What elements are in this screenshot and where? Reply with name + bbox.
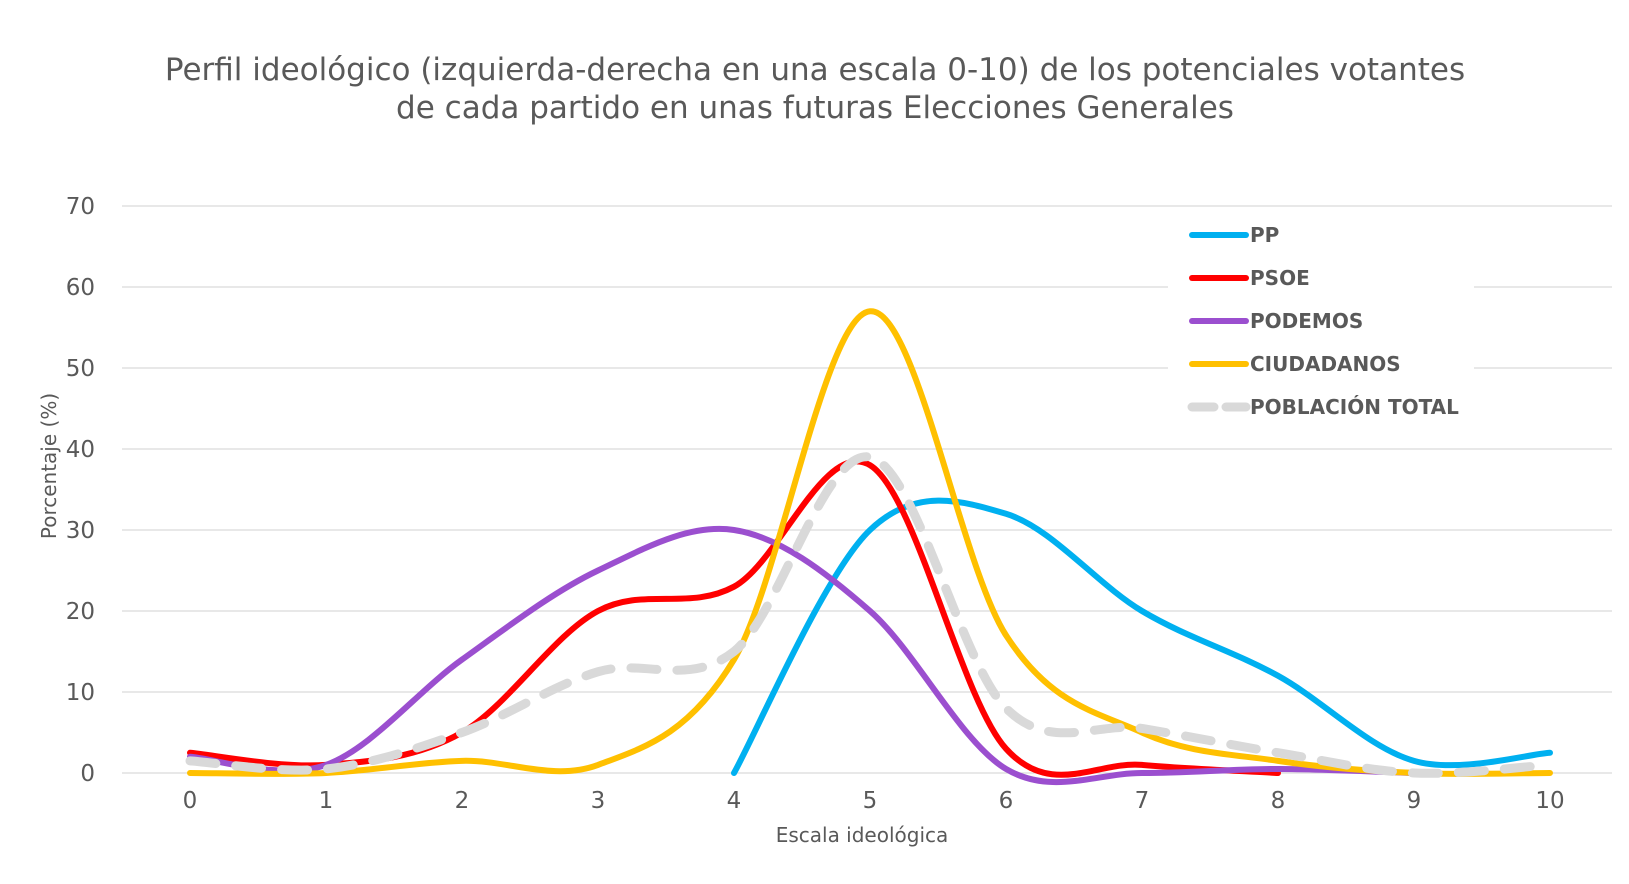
y-axis-ticks: 0 10 20 30 40 50 60 70 <box>66 194 95 787</box>
x-axis-ticks: 0 1 2 3 4 5 6 7 8 9 10 <box>183 788 1565 814</box>
legend-label-poblacion-total: POBLACIÓN TOTAL <box>1250 395 1459 419</box>
x-tick-label: 3 <box>591 788 606 814</box>
series-line-podemos <box>187 526 1417 786</box>
y-tick-label: 50 <box>66 356 95 382</box>
y-tick-label: 30 <box>66 518 95 544</box>
chart-title-line-1: Perfil ideológico (izquierda-derecha en … <box>165 52 1465 88</box>
x-tick-label: 6 <box>999 788 1014 814</box>
y-tick-label: 40 <box>66 437 95 463</box>
chart-title: Perfil ideológico (izquierda-derecha en … <box>165 52 1465 126</box>
series-line-pp <box>731 497 1553 776</box>
y-axis-title: Porcentaje (%) <box>37 393 61 539</box>
x-tick-label: 1 <box>319 788 334 814</box>
y-tick-label: 10 <box>66 680 95 706</box>
legend-label-ciudadanos: CIUDADANOS <box>1250 352 1401 376</box>
legend: PP PSOE PODEMOS CIUDADANOS POBLACIÓN TOTAL <box>1168 215 1474 425</box>
x-tick-label: 9 <box>1407 788 1422 814</box>
x-tick-label: 0 <box>183 788 198 814</box>
y-tick-label: 0 <box>80 761 95 787</box>
series-line-poblacion-total <box>185 452 1555 778</box>
legend-label-psoe: PSOE <box>1250 266 1310 290</box>
y-tick-label: 60 <box>66 275 95 301</box>
x-tick-label: 5 <box>863 788 878 814</box>
x-tick-label: 7 <box>1135 788 1150 814</box>
x-tick-label: 10 <box>1535 788 1564 814</box>
series-line-ciudadanos <box>187 308 1553 777</box>
series-lines <box>185 308 1555 786</box>
y-tick-label: 70 <box>66 194 95 220</box>
y-tick-label: 20 <box>66 599 95 625</box>
legend-label-pp: PP <box>1250 223 1279 247</box>
legend-label-podemos: PODEMOS <box>1250 309 1363 333</box>
x-tick-label: 2 <box>455 788 470 814</box>
x-axis-title: Escala ideológica <box>776 823 949 847</box>
chart-title-line-2: de cada partido en unas futuras Eleccion… <box>396 90 1234 126</box>
x-tick-label: 4 <box>727 788 742 814</box>
x-tick-label: 8 <box>1271 788 1286 814</box>
